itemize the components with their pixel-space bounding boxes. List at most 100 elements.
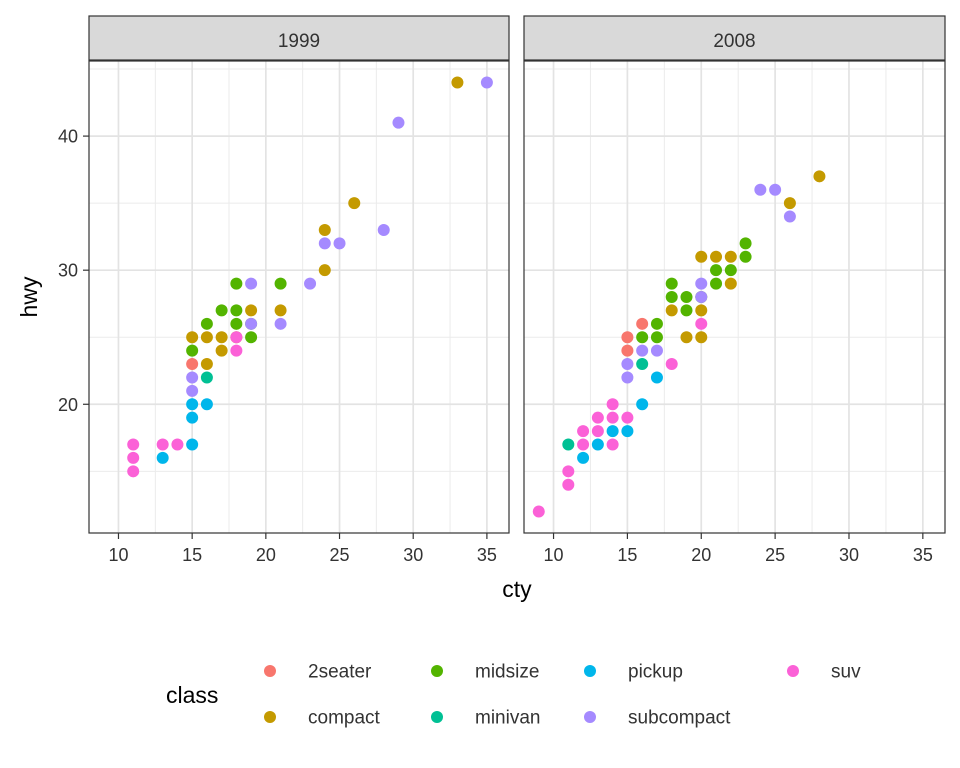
x-tick-label: 30 (403, 545, 423, 565)
data-point-2seater (621, 331, 634, 344)
data-point-pickup (636, 398, 649, 411)
data-point-compact (215, 331, 228, 344)
data-point-suv (532, 505, 545, 518)
data-point-subcompact (392, 116, 405, 129)
facet-panels: 1999 10 15 20 25 30 35 20 30 40 2008 10 15 20 25 30 35 (58, 15, 946, 565)
data-point-midsize (680, 304, 693, 317)
data-point-midsize (680, 291, 693, 303)
legend-label: suv (831, 662, 861, 683)
legend-item-compact: compact (264, 708, 381, 729)
data-point-midsize (650, 317, 663, 330)
data-point-subcompact (245, 317, 258, 330)
legend-label: pickup (628, 662, 683, 683)
legend-title: class (166, 682, 218, 708)
facet-strip (88, 15, 510, 61)
legend-item-suv: suv (787, 662, 861, 683)
y-tick-label: 30 (58, 261, 78, 281)
data-point-subcompact (783, 210, 796, 223)
data-point-compact (695, 331, 708, 344)
data-point-pickup (156, 451, 169, 464)
data-point-pickup (186, 411, 199, 424)
data-point-compact (710, 250, 723, 263)
x-tick-label: 10 (108, 545, 128, 565)
data-point-subcompact (274, 317, 287, 330)
data-point-pickup (200, 398, 213, 411)
data-point-compact (695, 250, 708, 263)
data-point-midsize (200, 317, 213, 330)
data-point-midsize (186, 344, 199, 357)
facet-strip-label: 1999 (278, 31, 320, 52)
data-point-suv (621, 411, 634, 424)
data-point-compact (245, 304, 258, 317)
legend-key-subcompact (584, 711, 596, 723)
data-point-compact (665, 304, 678, 317)
data-point-suv (695, 317, 708, 330)
data-point-midsize (274, 277, 287, 290)
data-points (127, 76, 493, 478)
data-point-compact (200, 331, 213, 344)
data-point-midsize (710, 277, 723, 290)
data-point-suv (171, 438, 184, 451)
data-point-midsize (230, 317, 243, 330)
data-points (532, 170, 826, 518)
data-point-midsize (724, 264, 737, 277)
x-tick-label: 35 (477, 545, 497, 565)
panel-background (89, 61, 509, 533)
data-point-2seater (186, 358, 199, 371)
data-point-compact (200, 358, 213, 371)
data-point-midsize (739, 250, 752, 263)
data-point-compact (695, 304, 708, 317)
data-point-compact (813, 170, 826, 183)
facet-panel-1999: 1999 10 15 20 25 30 35 20 30 40 (58, 15, 510, 565)
data-point-pickup (621, 425, 634, 438)
data-point-compact (348, 197, 361, 210)
y-tick-label: 40 (58, 127, 78, 147)
data-point-compact (783, 197, 796, 210)
data-point-midsize (230, 304, 243, 317)
data-point-subcompact (245, 277, 258, 290)
data-point-2seater (636, 317, 649, 330)
y-axis-title: hwy (16, 276, 42, 317)
x-tick-label: 25 (330, 545, 350, 565)
data-point-pickup (186, 398, 199, 411)
x-tick-label: 30 (839, 545, 859, 565)
data-point-midsize (215, 304, 228, 317)
data-point-pickup (591, 438, 604, 451)
data-point-suv (591, 411, 604, 424)
legend-item-midsize: midsize (431, 662, 539, 683)
data-point-pickup (650, 371, 663, 384)
data-point-suv (127, 438, 140, 451)
data-point-subcompact (695, 291, 708, 303)
data-point-compact (274, 304, 287, 317)
data-point-suv (562, 478, 575, 491)
data-point-suv (665, 358, 678, 371)
data-point-subcompact (333, 237, 346, 250)
facet-panel-2008: 2008 10 15 20 25 30 35 (523, 15, 946, 565)
data-point-subcompact (769, 183, 782, 196)
facet-strip-label: 2008 (713, 31, 755, 52)
data-point-suv (127, 451, 140, 464)
grid-lines (524, 61, 945, 533)
legend-item-2seater: 2seater (264, 662, 372, 683)
legend-item-minivan: minivan (431, 708, 540, 729)
data-point-midsize (636, 331, 649, 344)
data-point-subcompact (650, 344, 663, 357)
legend-item-subcompact: subcompact (584, 708, 731, 729)
legend-label: midsize (475, 662, 539, 683)
data-point-midsize (739, 237, 752, 250)
data-point-suv (230, 331, 243, 344)
x-tick-label: 20 (256, 545, 276, 565)
data-point-midsize (230, 277, 243, 290)
data-point-compact (318, 264, 331, 277)
data-point-compact (451, 76, 464, 89)
data-point-suv (606, 398, 619, 411)
data-point-suv (230, 344, 243, 357)
data-point-minivan (562, 438, 575, 451)
data-point-minivan (200, 371, 213, 384)
x-tick-label: 35 (913, 545, 933, 565)
data-point-minivan (636, 358, 649, 371)
data-point-compact (724, 250, 737, 263)
data-point-subcompact (480, 76, 493, 89)
legend-item-pickup: pickup (584, 662, 683, 683)
